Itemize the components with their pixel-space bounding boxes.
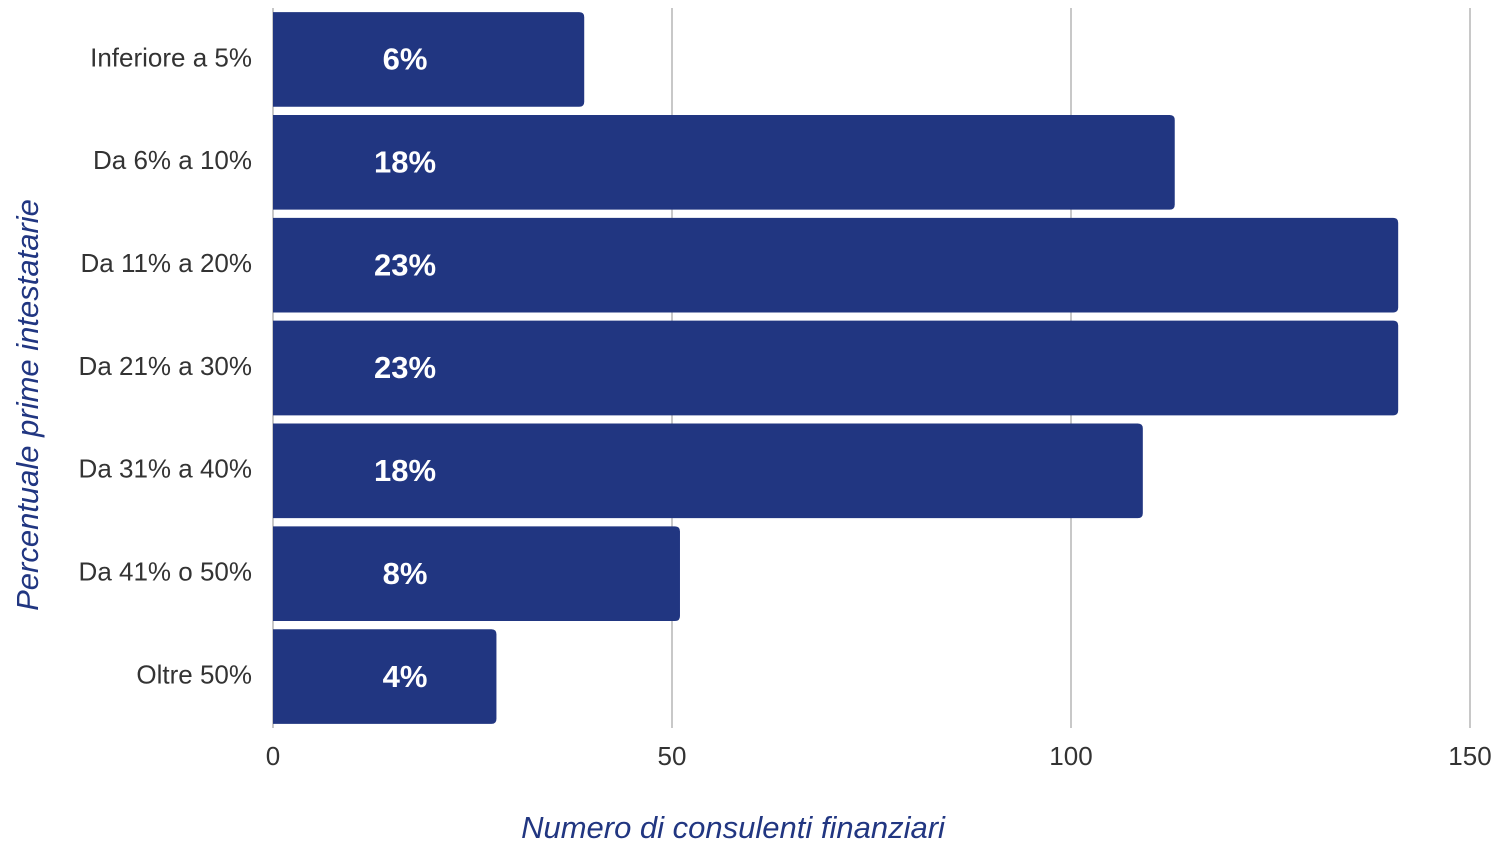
x-tick-label: 100 <box>1049 741 1092 771</box>
y-tick-label: Oltre 50% <box>136 659 252 689</box>
x-axis-title: Numero di consulenti finanziari <box>521 810 946 845</box>
data-label: 23% <box>374 350 436 385</box>
data-label: 4% <box>383 659 428 694</box>
x-tick-label: 50 <box>658 741 687 771</box>
y-tick-label: Da 11% a 20% <box>80 248 252 278</box>
data-label: 18% <box>374 453 436 488</box>
bar <box>273 114 1175 210</box>
bar <box>273 423 1143 519</box>
bar <box>273 526 680 622</box>
y-tick-label: Inferiore a 5% <box>90 42 252 72</box>
y-axis-title: Percentuale prime intestatarie <box>10 199 45 611</box>
y-tick-label: Da 6% a 10% <box>93 145 252 175</box>
y-tick-label: Da 21% a 30% <box>79 351 252 381</box>
y-tick-label: Da 41% o 50% <box>79 557 252 587</box>
bar <box>273 217 1399 313</box>
data-label: 6% <box>383 42 428 77</box>
data-label: 18% <box>374 144 436 179</box>
data-label: 23% <box>374 247 436 282</box>
bar <box>273 629 497 724</box>
y-tick-label: Da 31% a 40% <box>79 454 252 484</box>
data-label: 8% <box>383 556 428 591</box>
x-tick-label: 150 <box>1448 741 1491 771</box>
bar <box>273 320 1399 416</box>
x-tick-label: 0 <box>266 741 280 771</box>
bar <box>273 12 585 107</box>
